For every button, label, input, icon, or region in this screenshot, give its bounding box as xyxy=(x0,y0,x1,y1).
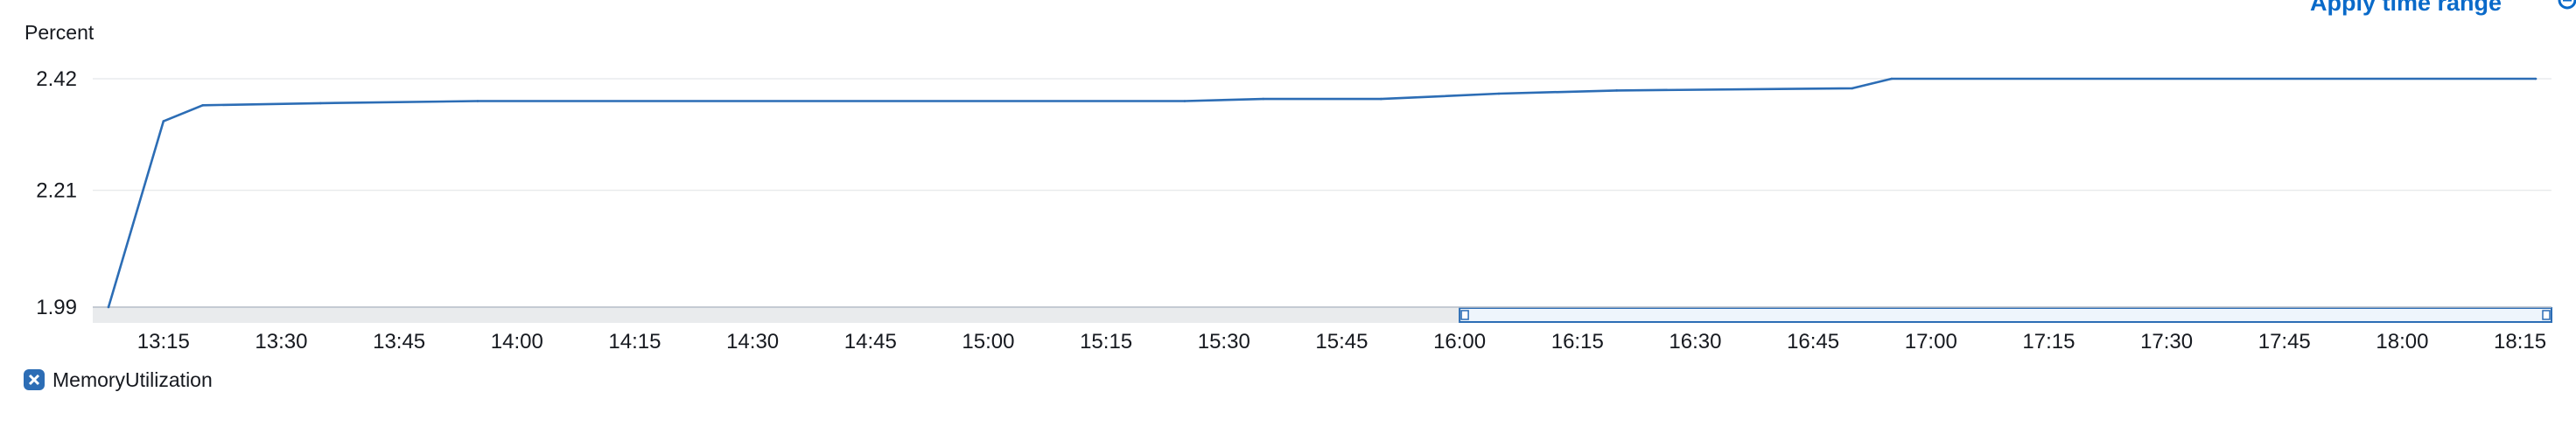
x-tick-label: 17:45 xyxy=(2258,330,2311,354)
x-tick-label: 13:15 xyxy=(137,330,190,354)
x-tick-label: 16:30 xyxy=(1669,330,1721,354)
x-tick-label: 13:45 xyxy=(373,330,425,354)
series-line-memoryutilization xyxy=(107,77,2536,308)
memory-utilization-chart[interactable]: 1.99 2.21 2.42 13:15 13:30 13:45 14:00 14:15 14:… xyxy=(0,0,2576,359)
x-tick-label: 16:00 xyxy=(1433,330,1486,354)
legend-label: MemoryUtilization xyxy=(52,368,213,391)
legend-item-memoryutilization[interactable]: MemoryUtilization xyxy=(23,366,213,394)
data-point xyxy=(1851,87,1854,90)
time-range-selection xyxy=(1459,307,2552,323)
data-point xyxy=(201,104,204,107)
x-tick-label: 15:30 xyxy=(1198,330,1250,354)
x-tick-label: 13:30 xyxy=(255,330,307,354)
x-tick-label: 17:15 xyxy=(2022,330,2075,354)
brush-handle-right xyxy=(2542,310,2551,320)
data-point xyxy=(476,100,480,102)
x-tick-label: 14:00 xyxy=(491,330,543,354)
x-tick-label: 15:00 xyxy=(962,330,1014,354)
x-tick-label: 18:00 xyxy=(2376,330,2428,354)
x-tick-label: 15:45 xyxy=(1315,330,1368,354)
close-box-icon[interactable] xyxy=(23,368,46,391)
brush-handle-left xyxy=(1460,310,1469,320)
y-tick-label: 1.99 xyxy=(36,296,77,319)
apply-time-range-link[interactable]: Apply time range xyxy=(2310,0,2502,16)
x-tick-label: 17:00 xyxy=(1905,330,1957,354)
x-tick-label: 16:45 xyxy=(1787,330,1839,354)
data-point xyxy=(1262,97,1264,101)
x-tick-label: 15:15 xyxy=(1080,330,1132,354)
y-tick-label: 2.42 xyxy=(36,67,77,91)
data-point xyxy=(1615,89,1618,92)
zoom-out-icon[interactable] xyxy=(2557,0,2576,11)
data-point xyxy=(1890,77,1894,80)
x-tick-label: 17:30 xyxy=(2140,330,2193,354)
y-tick-label: 2.21 xyxy=(36,178,77,202)
data-point xyxy=(107,305,110,309)
data-point xyxy=(319,102,322,105)
y-axis-unit-label: Percent xyxy=(24,21,94,44)
x-tick-label: 14:30 xyxy=(726,330,779,354)
data-point xyxy=(2534,77,2538,80)
x-tick-label: 14:45 xyxy=(844,330,897,354)
x-tick-label: 18:15 xyxy=(2494,330,2546,354)
data-point xyxy=(1183,100,1186,102)
x-tick-label: 16:15 xyxy=(1551,330,1604,354)
x-tick-label: 14:15 xyxy=(608,330,661,354)
data-point xyxy=(162,120,165,122)
data-point xyxy=(1497,92,1501,95)
data-point xyxy=(1380,97,1382,101)
